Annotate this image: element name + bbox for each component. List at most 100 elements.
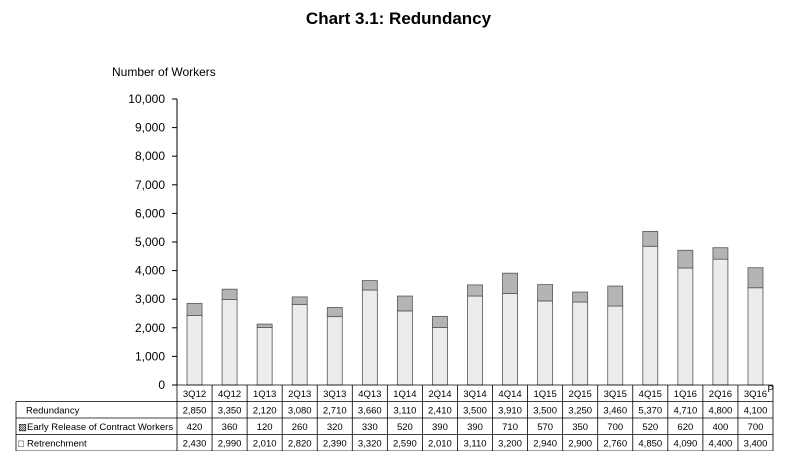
table-cell: 3,320: [358, 439, 382, 450]
x-tick-label: 2Q16: [709, 389, 732, 400]
table-cell: 2,900: [568, 439, 592, 450]
table-cell: 3,500: [533, 406, 557, 417]
chart-title: Chart 3.1: Redundancy: [305, 9, 492, 28]
table-cell: 620: [677, 422, 693, 433]
bar-early-release: [642, 231, 659, 247]
table-cell: 4,850: [638, 439, 662, 450]
table-cell: 2,010: [428, 439, 452, 450]
table-cell: 3,660: [358, 406, 382, 417]
y-tick-label: 5,000: [135, 235, 165, 249]
bar-retrenchment: [747, 287, 764, 386]
table-cell: 520: [642, 422, 658, 433]
table-cell: 350: [572, 422, 588, 433]
table-cell: 2,390: [323, 439, 347, 450]
table-cell: 4,400: [709, 439, 733, 450]
bar-early-release: [572, 291, 589, 303]
bar-retrenchment: [432, 327, 448, 386]
bar-retrenchment: [326, 316, 343, 386]
table-row-label: Early Release of Contract Workers: [27, 422, 173, 433]
bar-retrenchment: [677, 267, 694, 386]
x-tick-label: 4Q15: [639, 389, 662, 400]
x-tick-label: 2Q15: [569, 389, 592, 400]
bar-retrenchment: [607, 305, 624, 386]
table-cell: 4,100: [744, 406, 768, 417]
y-axis: 0 1,000 2,000 3,000 4,000 5,000 6,000 7,000 8,00…: [128, 92, 177, 392]
legend-marker: ▨: [18, 422, 27, 433]
x-tick-superscript: P: [767, 384, 773, 395]
bar-retrenchment: [502, 293, 518, 386]
table-cell: 2,010: [253, 439, 277, 450]
bar-retrenchment: [291, 303, 308, 386]
bar-early-release: [712, 247, 729, 260]
y-tick-label: 2,000: [135, 321, 165, 335]
bar-early-release: [256, 323, 273, 328]
table-cell: 3,400: [744, 439, 768, 450]
table-row-label: Retrenchment: [27, 439, 87, 450]
table-cell: 2,940: [533, 439, 557, 450]
table-cell: 320: [327, 422, 343, 433]
bar-retrenchment: [396, 310, 413, 386]
table-cell: 570: [537, 422, 553, 433]
table-cell: 3,910: [498, 406, 522, 417]
table-cell: 2,820: [288, 439, 312, 450]
table-row-label: Redundancy: [26, 406, 80, 417]
table-cell: 2,120: [253, 406, 277, 417]
table-cell: 390: [467, 422, 483, 433]
bar-retrenchment: [361, 289, 378, 386]
table-cell: 420: [187, 422, 203, 433]
x-tick-label: 3Q13: [323, 389, 346, 400]
table-cell: 360: [222, 422, 238, 433]
table-cell: 260: [292, 422, 308, 433]
bar-retrenchment: [221, 299, 238, 386]
x-tick-label: 1Q13: [253, 389, 276, 400]
x-tick-label: 4Q13: [358, 389, 381, 400]
bar-retrenchment: [642, 245, 659, 386]
table-cell: 2,410: [428, 406, 452, 417]
table-cell: 2,760: [603, 439, 627, 450]
y-tick-label: 7,000: [135, 178, 165, 192]
x-tick-label: 1Q15: [533, 389, 556, 400]
table-cell: 4,800: [709, 406, 733, 417]
bar-retrenchment: [467, 295, 483, 386]
x-tick-label: 3Q15: [604, 389, 627, 400]
bar-early-release: [291, 296, 308, 305]
table-cell: 3,110: [393, 406, 416, 417]
bar-early-release: [467, 284, 483, 297]
y-tick-label: 0: [158, 378, 165, 392]
x-tick-label: 1Q14: [393, 389, 416, 400]
bar-early-release: [361, 280, 378, 291]
table-cell: 390: [432, 422, 448, 433]
table-cell: 3,080: [288, 406, 312, 417]
y-tick-label: 3,000: [135, 292, 165, 306]
x-tick-label: 2Q13: [288, 389, 311, 400]
y-tick-label: 1,000: [135, 349, 165, 363]
table-cell: 710: [502, 422, 518, 433]
table-cell: 4,090: [673, 439, 697, 450]
y-axis-label: Number of Workers: [112, 65, 216, 79]
bar-early-release: [677, 249, 694, 269]
table-cell: 700: [607, 422, 623, 433]
x-tick-label: 3Q16: [744, 389, 767, 400]
bar-retrenchment: [537, 300, 554, 386]
table-cell: 330: [362, 422, 378, 433]
table-cell: 4,710: [673, 406, 697, 417]
legend-marker: □: [18, 439, 24, 450]
table-cell: 2,710: [323, 406, 347, 417]
bar-early-release: [186, 303, 203, 316]
y-tick-label: 6,000: [135, 206, 165, 220]
y-tick-label: 4,000: [135, 264, 165, 278]
table-cell: 2,590: [393, 439, 417, 450]
table-cell: 3,460: [603, 406, 627, 417]
table-cell: 3,250: [568, 406, 592, 417]
bar-early-release: [607, 285, 624, 307]
bar-retrenchment: [572, 301, 589, 386]
bar-early-release: [221, 288, 238, 300]
x-tick-label: 4Q14: [498, 389, 521, 400]
x-tick-label: 1Q16: [674, 389, 697, 400]
table-cell: 3,500: [463, 406, 487, 417]
bar-early-release: [432, 315, 448, 328]
bar-retrenchment: [712, 258, 729, 386]
y-tick-label: 8,000: [135, 149, 165, 163]
bar-early-release: [502, 272, 518, 294]
